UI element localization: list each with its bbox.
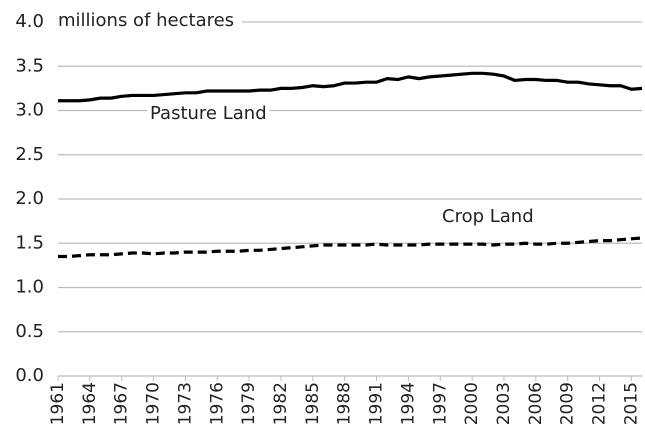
x-tick-label: 1964 xyxy=(80,382,100,425)
x-tick-label: 1985 xyxy=(303,382,323,425)
label-background xyxy=(439,206,537,227)
line xyxy=(58,236,643,259)
x-tick-label: 2009 xyxy=(558,382,578,425)
label-background xyxy=(56,10,243,31)
x-tick-label: 1970 xyxy=(144,382,164,425)
series-label: Crop Land xyxy=(442,206,534,227)
x-tick-label: 1961 xyxy=(48,382,68,425)
y-tick-label: 1.5 xyxy=(15,232,44,253)
x-tick-label: 1973 xyxy=(175,382,195,425)
label-background xyxy=(147,103,270,124)
y-tick-label: 4.0 xyxy=(15,11,44,32)
x-tick-label: 1997 xyxy=(430,382,450,425)
y-tick-label: 0.0 xyxy=(15,365,44,386)
x-tick-label: 1991 xyxy=(367,382,387,425)
x-tick-label: 2015 xyxy=(621,382,641,425)
x-tick-label: 2012 xyxy=(590,382,610,425)
y-axis-title: millions of hectares xyxy=(58,10,234,31)
y-tick-label: 3.0 xyxy=(15,100,44,121)
y-tick-label: 0.5 xyxy=(15,321,44,342)
x-tick-label: 1979 xyxy=(239,382,259,425)
series-label: Pasture Land xyxy=(150,103,267,124)
x-tick-label: 1967 xyxy=(112,382,132,425)
y-tick-label: 2.0 xyxy=(15,188,44,209)
y-tick-label: 1.0 xyxy=(15,277,44,298)
x-tick-label: 1988 xyxy=(335,382,355,425)
x-tick-label: 2000 xyxy=(462,382,482,425)
x-tick-label: 2003 xyxy=(494,382,514,425)
y-tick-label: 2.5 xyxy=(15,144,44,165)
x-tick-label: 2006 xyxy=(526,382,546,425)
x-tick-label: 1976 xyxy=(207,382,227,425)
x-tick-label: 1994 xyxy=(398,382,418,425)
x-tick-label: 1982 xyxy=(271,382,291,425)
line xyxy=(58,71,643,103)
y-tick-label: 3.5 xyxy=(15,55,44,76)
